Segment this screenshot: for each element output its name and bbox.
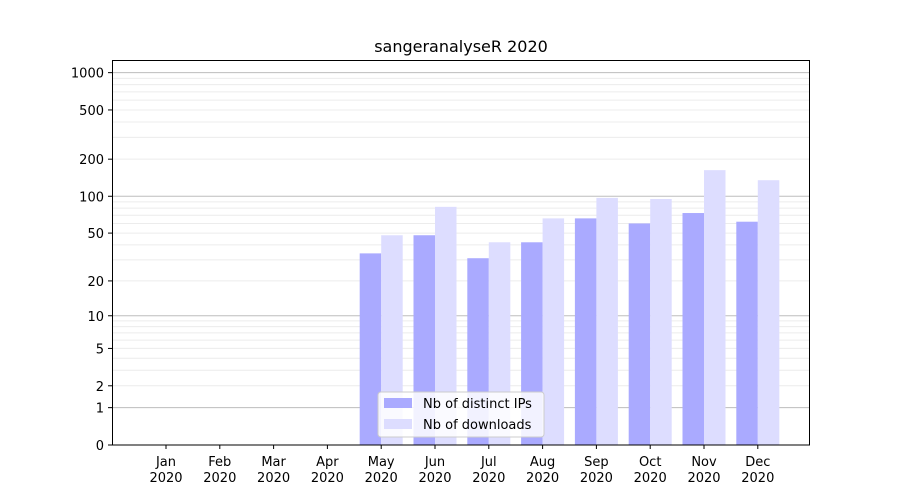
y-tick-label: 100 <box>79 190 104 205</box>
y-tick-label: 50 <box>87 227 104 242</box>
bar-downloads <box>596 197 618 445</box>
legend-box <box>377 391 545 438</box>
legend-swatch <box>384 419 412 429</box>
x-tick-label: Mar <box>261 455 286 470</box>
x-tick-label: 2020 <box>580 471 613 486</box>
legend-label: Nb of downloads <box>423 418 532 433</box>
x-tick-label: Jan <box>155 455 176 470</box>
x-tick-label: 2020 <box>526 471 559 486</box>
x-tick-label: 2020 <box>311 471 344 486</box>
y-tick-label: 2 <box>96 380 104 395</box>
bar-distinct-ips <box>628 223 651 445</box>
x-tick-label: 2020 <box>687 471 720 486</box>
x-tick-label: Sep <box>584 455 609 470</box>
x-tick-label: Oct <box>639 455 661 470</box>
chart-title: sangeranalyseR 2020 <box>374 37 548 56</box>
x-tick-label: 2020 <box>741 471 774 486</box>
y-tick-label: 10 <box>87 310 104 325</box>
x-tick-label: 2020 <box>634 471 667 486</box>
x-tick-label: 2020 <box>203 471 236 486</box>
x-tick-label: 2020 <box>149 471 182 486</box>
bar-downloads <box>704 170 726 445</box>
bar-downloads <box>542 218 565 445</box>
y-tick-label: 500 <box>79 104 104 119</box>
x-tick-label: 2020 <box>418 471 451 486</box>
y-tick-label: 5 <box>96 342 104 357</box>
y-tick-label: 1 <box>96 402 104 417</box>
legend-label: Nb of distinct IPs <box>423 397 532 412</box>
bar-downloads <box>435 206 457 445</box>
bar-distinct-ips <box>736 221 758 445</box>
plot-frame <box>112 60 810 446</box>
x-tick-label: Jun <box>424 455 445 470</box>
bar-downloads <box>650 199 672 445</box>
legend: Nb of distinct IPs Nb of downloads <box>377 391 545 438</box>
y-tick-label: 0 <box>96 439 104 454</box>
legend-swatch <box>384 398 412 408</box>
bar-distinct-ips <box>682 213 704 445</box>
bar-distinct-ips <box>574 218 597 445</box>
bar-distinct-ips <box>359 253 382 445</box>
bar-downloads <box>757 180 780 445</box>
y-tick-label: 200 <box>79 153 104 168</box>
x-tick-label: May <box>368 455 395 470</box>
x-tick-label: Jul <box>480 455 497 470</box>
x-tick-label: Nov <box>691 455 717 470</box>
x-tick-label: 2020 <box>472 471 505 486</box>
x-tick-label: 2020 <box>257 471 290 486</box>
x-tick-label: Dec <box>745 455 770 470</box>
x-tick-label: Feb <box>208 455 231 470</box>
y-tick-label: 1000 <box>71 67 104 82</box>
y-tick-label: 20 <box>87 275 104 290</box>
x-tick-label: 2020 <box>365 471 398 486</box>
x-tick-label: Apr <box>316 455 339 470</box>
x-tick-label: Aug <box>530 455 555 470</box>
